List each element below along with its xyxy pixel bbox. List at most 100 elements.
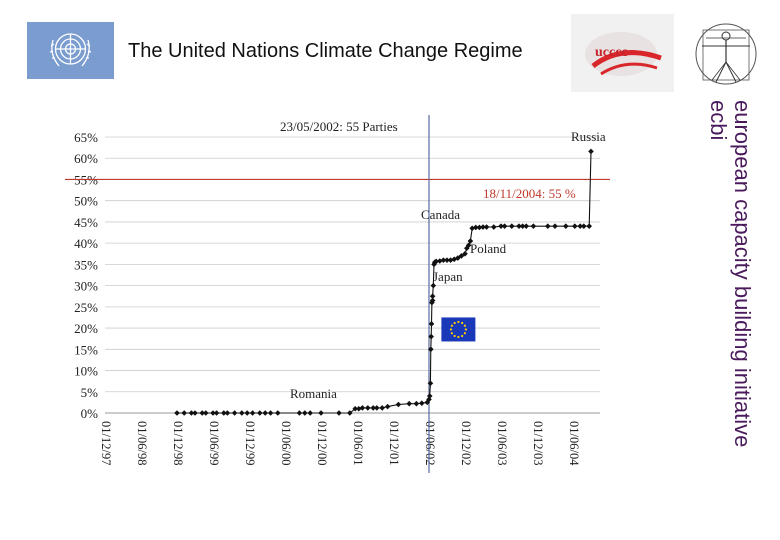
vitruvian-man-icon xyxy=(695,23,757,85)
data-point xyxy=(267,410,274,416)
data-point xyxy=(239,410,245,416)
data-point xyxy=(213,410,220,416)
data-point xyxy=(221,410,227,416)
data-point xyxy=(210,410,216,416)
data-point xyxy=(419,400,425,407)
data-point xyxy=(262,410,268,416)
data-point xyxy=(224,410,231,416)
side-text-line2: ecbi xyxy=(706,100,731,141)
data-point xyxy=(433,258,439,265)
data-point xyxy=(406,400,412,407)
data-point xyxy=(199,410,205,416)
y-tick-label: 15% xyxy=(74,342,98,357)
side-text-line1: european capacity building initiative xyxy=(730,100,755,448)
eu-star xyxy=(450,332,454,335)
data-point xyxy=(429,299,435,306)
data-point xyxy=(588,148,594,155)
eu-star xyxy=(461,321,464,325)
data-point xyxy=(563,223,569,229)
data-point xyxy=(257,410,263,416)
x-tick-label: 01/06/00 xyxy=(279,421,293,465)
y-tick-label: 0% xyxy=(81,406,99,421)
y-tick-label: 5% xyxy=(81,385,99,400)
data-point xyxy=(491,224,497,230)
data-point xyxy=(231,410,238,416)
y-tick-label: 35% xyxy=(74,257,98,272)
y-tick-label: 10% xyxy=(74,364,98,379)
x-tick-label: 01/12/00 xyxy=(315,421,329,465)
data-point xyxy=(428,333,434,340)
chart-grid xyxy=(105,136,600,414)
un-logo xyxy=(27,22,114,79)
data-point xyxy=(296,410,303,416)
data-point xyxy=(523,223,529,229)
annotation-canada: Canada xyxy=(421,207,460,222)
data-point xyxy=(347,410,353,416)
unfccc-logo: ucccc xyxy=(571,14,674,92)
data-point xyxy=(462,250,468,257)
data-point xyxy=(192,410,198,416)
data-point xyxy=(552,223,558,229)
data-point xyxy=(365,405,371,411)
data-point xyxy=(464,245,470,252)
data-point xyxy=(413,400,420,407)
x-tick-label: 01/06/01 xyxy=(351,421,365,465)
eu-star xyxy=(453,334,456,338)
data-point xyxy=(336,410,342,416)
data-point xyxy=(370,405,376,411)
data-point xyxy=(203,410,209,416)
eu-star xyxy=(457,335,460,339)
data-point xyxy=(465,242,472,249)
data-point xyxy=(586,223,592,229)
x-tick-label: 01/06/99 xyxy=(207,421,221,465)
y-tick-label: 20% xyxy=(74,321,98,336)
data-point xyxy=(444,257,450,263)
x-axis-ticks: 01/12/97 01/06/98 01/12/98 01/06/99 01/12/99… xyxy=(99,421,581,466)
eu-star xyxy=(463,324,466,327)
data-point xyxy=(572,223,578,229)
data-point xyxy=(188,410,195,416)
ecbi-side-label: european capacity building initiative ec… xyxy=(696,100,756,520)
data-point xyxy=(352,405,358,412)
y-axis-ticks: 0%5%10%15%20%25%30%35%40%45%50%55%60%65% xyxy=(74,130,98,421)
y-tick-label: 30% xyxy=(74,279,98,294)
y-tick-label: 40% xyxy=(74,236,98,251)
data-point xyxy=(359,405,366,411)
data-point xyxy=(545,223,551,229)
chart-annotations: 23/05/2002: 55 Parties 18/11/2004: 55 % … xyxy=(280,119,606,401)
data-point xyxy=(530,223,537,229)
data-point xyxy=(427,380,434,387)
data-point xyxy=(428,346,434,353)
data-point xyxy=(174,410,180,416)
x-tick-label: 01/12/98 xyxy=(171,421,185,465)
eu-star xyxy=(450,324,454,327)
x-tick-label: 01/12/01 xyxy=(387,421,401,465)
data-point xyxy=(302,410,308,416)
x-tick-label: 01/06/98 xyxy=(135,421,149,465)
data-point xyxy=(429,293,436,300)
data-point xyxy=(356,405,362,412)
data-point xyxy=(275,410,281,416)
eu-star xyxy=(457,320,460,324)
y-tick-label: 60% xyxy=(74,151,98,166)
page-title: The United Nations Climate Change Regime xyxy=(128,40,523,62)
annotation-poland: Poland xyxy=(470,241,507,256)
data-point xyxy=(384,403,391,410)
data-point xyxy=(431,261,437,268)
data-point xyxy=(509,223,515,229)
eu-star xyxy=(453,321,456,325)
y-tick-label: 65% xyxy=(74,130,98,145)
data-point xyxy=(483,224,490,230)
ecbi-logo xyxy=(686,14,766,94)
annotation-entry-threshold: 23/05/2002: 55 Parties xyxy=(280,119,398,134)
y-tick-label: 45% xyxy=(74,215,98,230)
data-point xyxy=(440,257,447,263)
annotation-romania: Romania xyxy=(290,386,337,401)
svg-text:ucccc: ucccc xyxy=(595,45,628,60)
data-point xyxy=(374,405,380,411)
data-point xyxy=(430,282,437,289)
data-point xyxy=(501,223,508,229)
data-point xyxy=(428,321,435,327)
data-point xyxy=(455,255,461,261)
data-point xyxy=(476,224,483,231)
